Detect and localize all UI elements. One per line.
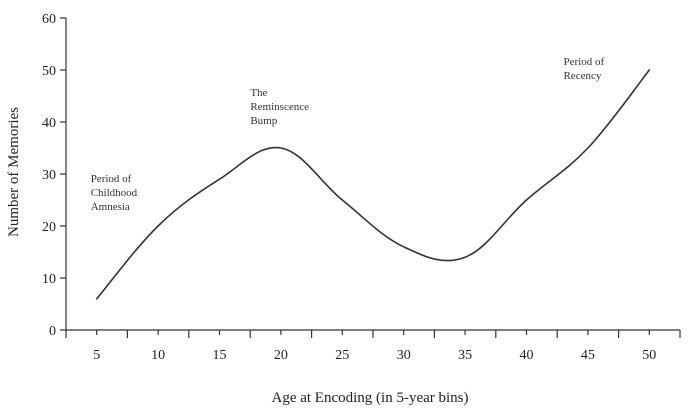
x-tick-label: 5 bbox=[93, 348, 100, 363]
y-axis-ticks: 0 10 20 30 40 50 60 bbox=[42, 12, 66, 339]
annotations-group: Period of Childhood Amnesia The Reminscence B… bbox=[91, 56, 605, 213]
y-tick-label: 0 bbox=[49, 324, 56, 339]
x-tick-label: 45 bbox=[581, 348, 595, 363]
x-tick-label: 35 bbox=[458, 348, 472, 363]
y-tick-label: 10 bbox=[42, 272, 56, 287]
x-tick-label: 30 bbox=[397, 348, 411, 363]
annotation-label: Period of Recency bbox=[563, 56, 604, 82]
y-tick-label: 30 bbox=[42, 168, 56, 183]
memories-line bbox=[95, 69, 651, 300]
series-group bbox=[95, 69, 651, 300]
x-tick-label: 10 bbox=[151, 348, 165, 363]
x-axis-title: Age at Encoding (in 5-year bins) bbox=[271, 390, 468, 406]
x-tick-label: 40 bbox=[520, 348, 534, 363]
x-tick-label: 50 bbox=[642, 348, 656, 363]
y-tick-label: 60 bbox=[42, 12, 56, 27]
x-tick-label: 25 bbox=[335, 348, 349, 363]
x-tick-label: 15 bbox=[213, 348, 227, 363]
x-axis-ticks: 5 10 15 20 25 30 35 40 45 50 bbox=[65, 330, 681, 363]
y-tick-label: 20 bbox=[42, 220, 56, 235]
annotation-label: The Reminscence Bump bbox=[250, 87, 309, 127]
y-tick-label: 50 bbox=[42, 64, 56, 79]
x-tick-label: 20 bbox=[274, 348, 288, 363]
y-axis-title: Number of Memories bbox=[6, 107, 22, 237]
y-tick-label: 40 bbox=[42, 116, 56, 131]
annotation-label: Period of Childhood Amnesia bbox=[91, 173, 138, 213]
